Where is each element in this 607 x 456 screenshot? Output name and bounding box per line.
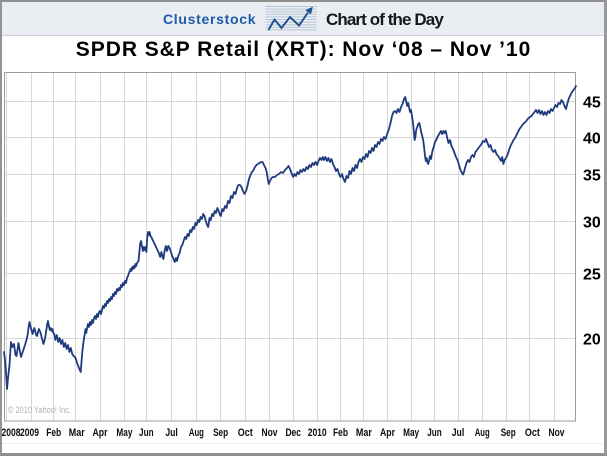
svg-text:2008: 2008: [2, 427, 21, 439]
svg-text:30: 30: [583, 215, 601, 232]
svg-text:Aug: Aug: [189, 427, 204, 439]
svg-text:© 2010 Yahoo! Inc.: © 2010 Yahoo! Inc.: [8, 405, 71, 415]
svg-text:Jul: Jul: [452, 427, 465, 439]
svg-text:45: 45: [583, 95, 601, 112]
svg-text:Jul: Jul: [165, 427, 178, 439]
svg-text:40: 40: [583, 131, 601, 148]
svg-text:20: 20: [583, 332, 601, 349]
svg-text:Jun: Jun: [139, 427, 154, 439]
svg-text:May: May: [403, 427, 420, 439]
svg-text:Oct: Oct: [525, 427, 540, 439]
svg-text:Dec: Dec: [285, 427, 301, 439]
svg-text:2009: 2009: [20, 427, 39, 439]
svg-text:Mar: Mar: [356, 427, 373, 439]
svg-text:35: 35: [583, 168, 601, 185]
svg-text:Oct: Oct: [238, 427, 253, 439]
svg-text:May: May: [116, 427, 133, 439]
svg-text:Apr: Apr: [380, 427, 396, 439]
svg-text:Nov: Nov: [262, 427, 279, 439]
svg-text:Sep: Sep: [213, 427, 228, 439]
svg-text:2010: 2010: [308, 427, 327, 439]
svg-text:Sep: Sep: [501, 427, 516, 439]
svg-text:Feb: Feb: [333, 427, 348, 439]
svg-text:Jun: Jun: [427, 427, 442, 439]
svg-text:Nov: Nov: [549, 427, 566, 439]
svg-text:Aug: Aug: [475, 427, 490, 439]
svg-text:Feb: Feb: [46, 427, 61, 439]
svg-text:25: 25: [583, 267, 601, 284]
svg-text:Mar: Mar: [69, 427, 86, 439]
svg-text:Apr: Apr: [93, 427, 109, 439]
